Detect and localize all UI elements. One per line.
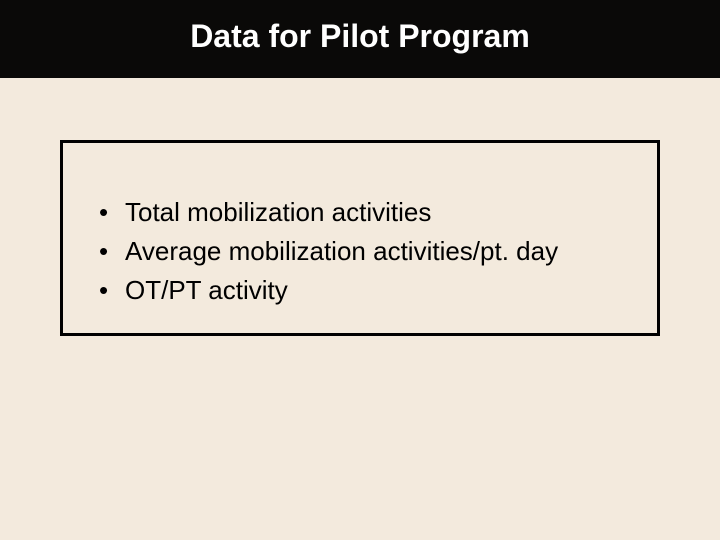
title-bar: Data for Pilot Program <box>0 0 720 78</box>
content-box: Total mobilization activities Average mo… <box>60 140 660 336</box>
slide-title: Data for Pilot Program <box>190 18 530 54</box>
list-item: Average mobilization activities/pt. day <box>91 234 657 269</box>
list-item: OT/PT activity <box>91 273 657 308</box>
list-item: Total mobilization activities <box>91 195 657 230</box>
bullet-list: Total mobilization activities Average mo… <box>91 195 657 308</box>
slide: Data for Pilot Program Total mobilizatio… <box>0 0 720 540</box>
